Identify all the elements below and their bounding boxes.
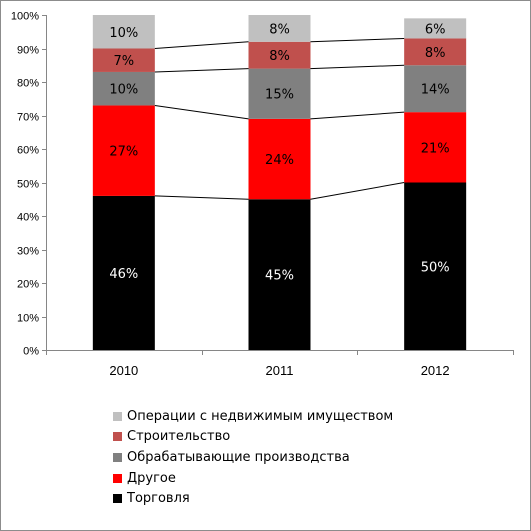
x-tick-label: 2012 xyxy=(421,363,450,378)
bar-segment xyxy=(248,199,311,350)
y-tick-label: 50% xyxy=(17,179,39,191)
legend: Операции с недвижимым имуществом Строител… xyxy=(113,406,393,509)
series-line xyxy=(310,182,405,200)
data-label: 21% xyxy=(421,141,450,156)
series-line xyxy=(310,64,405,70)
data-label: 8% xyxy=(269,49,290,64)
bar-segment xyxy=(404,65,467,113)
bar-segment xyxy=(404,112,467,183)
legend-swatch xyxy=(113,494,122,504)
bar-segment xyxy=(92,105,155,196)
legend-item: Обрабатывающие производства xyxy=(113,447,393,468)
data-label: 24% xyxy=(265,153,294,168)
series-line xyxy=(154,195,249,200)
data-label: 10% xyxy=(109,83,138,98)
data-label: 8% xyxy=(269,22,290,37)
legend-item: Другое xyxy=(113,468,393,489)
data-label: 46% xyxy=(109,267,138,282)
legend-item: Торговля xyxy=(113,488,393,509)
bar-segment xyxy=(92,15,155,49)
data-label: 7% xyxy=(114,54,135,69)
series-line xyxy=(154,104,249,120)
data-label: 6% xyxy=(425,22,446,37)
legend-label: Другое xyxy=(127,470,176,486)
bar-segment xyxy=(404,18,467,39)
series-line xyxy=(310,37,405,43)
x-tick-label: 2010 xyxy=(109,363,138,378)
y-tick-label: 90% xyxy=(17,45,39,57)
y-tick-label: 100% xyxy=(11,11,39,23)
series-line xyxy=(310,111,405,120)
legend-swatch xyxy=(113,452,122,462)
bar-segment xyxy=(404,182,467,350)
series-line xyxy=(154,68,249,73)
legend-swatch xyxy=(113,473,122,483)
data-label: 50% xyxy=(421,260,450,275)
series-line xyxy=(154,41,249,49)
y-tick-label: 60% xyxy=(17,145,39,157)
bar-segment xyxy=(92,195,155,350)
bar-segment xyxy=(404,38,467,66)
y-tick-label: 80% xyxy=(17,78,39,90)
bar-segment xyxy=(248,41,311,69)
y-tick-label: 0% xyxy=(23,346,39,358)
data-label: 10% xyxy=(109,26,138,41)
data-label: 27% xyxy=(109,145,138,160)
bar-segment xyxy=(92,48,155,72)
bar-segment xyxy=(248,68,311,119)
x-tick-label: 2011 xyxy=(266,363,294,378)
y-tick-label: 10% xyxy=(17,313,39,325)
data-label: 15% xyxy=(265,88,294,103)
legend-swatch xyxy=(113,411,122,421)
legend-item: Операции с недвижимым имуществом xyxy=(113,406,393,427)
legend-label: Обрабатывающие производства xyxy=(127,449,350,465)
bar-segment xyxy=(248,118,311,200)
legend-label: Торговля xyxy=(127,491,190,507)
bar-segment xyxy=(248,15,311,42)
data-label: 14% xyxy=(421,83,450,98)
legend-label: Операции с недвижимым имуществом xyxy=(127,408,394,424)
bar-segment xyxy=(92,71,155,106)
legend-label: Строительство xyxy=(127,429,231,445)
y-tick-label: 20% xyxy=(17,279,39,291)
data-label: 45% xyxy=(265,269,294,284)
y-tick-label: 70% xyxy=(17,112,39,124)
y-tick-label: 30% xyxy=(17,246,39,258)
legend-swatch xyxy=(113,432,122,442)
data-label: 8% xyxy=(425,46,446,61)
y-tick-label: 40% xyxy=(17,212,39,224)
legend-item: Строительство xyxy=(113,427,393,448)
